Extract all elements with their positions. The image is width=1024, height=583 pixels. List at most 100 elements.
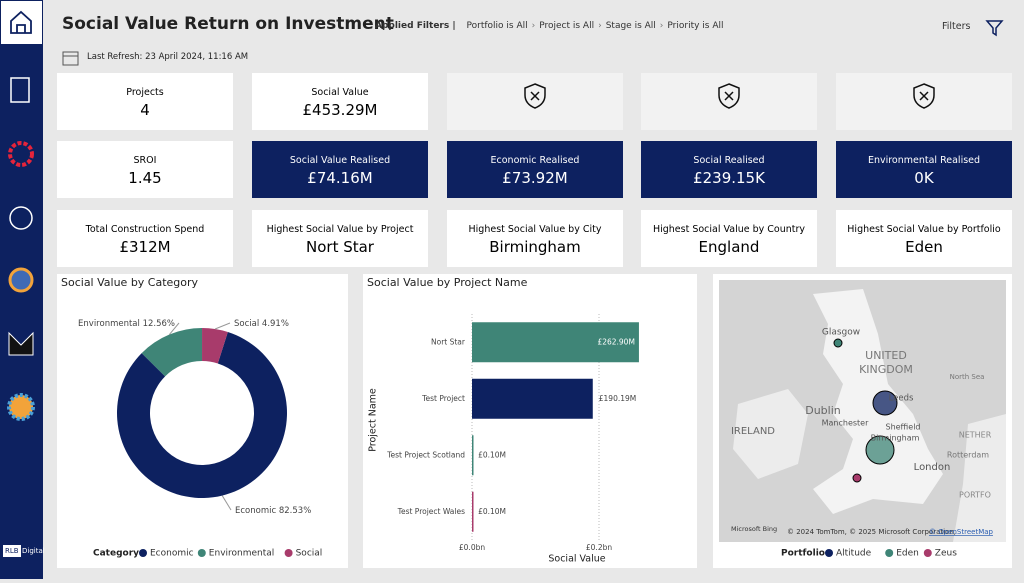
bar <box>472 378 593 419</box>
brand-text: Digital <box>22 547 45 555</box>
kpi-label: SROI <box>133 155 157 166</box>
last-refresh: Last Refresh: 23 April 2024, 11:16 AM <box>87 52 249 62</box>
filter-item: Stage is All <box>605 21 656 31</box>
slice-category: Economic <box>235 506 279 516</box>
filters-button[interactable]: Filters <box>942 21 971 32</box>
kpi-value: £74.16M <box>307 169 373 187</box>
map-bubble[interactable] <box>865 435 895 465</box>
map-label: IRELAND <box>731 426 775 437</box>
flower-icon[interactable] <box>7 393 35 421</box>
map-attribution: Microsoft Bing <box>731 525 777 533</box>
map-label: Birmingham <box>871 434 920 443</box>
bar <box>472 435 474 476</box>
action-card[interactable] <box>641 73 817 130</box>
leader-line <box>214 322 231 330</box>
kpi-card: Social Value £453.29M <box>252 73 428 130</box>
building-icon[interactable] <box>10 77 30 103</box>
kpi-value: £239.15K <box>693 169 765 187</box>
y-axis-label: Project Name <box>368 388 379 452</box>
kpi-value: 0K <box>914 169 934 187</box>
shield-icon <box>913 83 935 109</box>
chart-title: Social Value by Project Name <box>367 276 528 289</box>
filter-icon[interactable] <box>985 18 1005 38</box>
kpi-value: £73.92M <box>502 169 568 187</box>
filter-item: Priority is All <box>667 21 724 31</box>
map-land <box>733 389 808 479</box>
y-tick-label: Test Project Scotland <box>386 450 465 459</box>
kpi-label: Highest Social Value by Country <box>652 224 806 235</box>
home-button[interactable] <box>1 1 42 44</box>
map-bubble[interactable] <box>852 473 862 483</box>
kpi-label: Projects <box>126 87 164 98</box>
leader-line <box>221 495 232 511</box>
map-label: North Sea <box>950 373 985 381</box>
legend-swatch <box>885 549 894 557</box>
map-label: Dublin <box>805 404 841 417</box>
legend-label: Zeus <box>935 549 957 559</box>
y-tick-label: Test Project <box>421 394 465 403</box>
kpi-label: Social Value <box>311 87 369 98</box>
crest-icon[interactable] <box>9 206 33 230</box>
kpi-card: Environmental Realised 0K <box>836 141 1012 198</box>
donut-slice <box>141 328 203 377</box>
map-label: Leeds <box>889 394 914 404</box>
value-label: £0.10M <box>478 450 506 459</box>
map-bubble[interactable] <box>833 338 843 348</box>
bar <box>472 491 474 532</box>
slice-label: Environmental 12.56% <box>78 319 175 329</box>
map-label: KINGDOM <box>859 363 913 376</box>
legend-title: Category <box>93 549 139 559</box>
filter-separator: › <box>531 21 536 31</box>
kpi-card: Social Value Realised £74.16M <box>252 141 428 198</box>
legend-label: Environmental <box>209 549 274 559</box>
kpi-label: Highest Social Value by Portfolio <box>847 224 1001 235</box>
legend-swatch <box>139 549 147 557</box>
leader-line <box>168 322 180 335</box>
calendar-icon <box>62 51 79 66</box>
map-bubble[interactable] <box>872 390 898 416</box>
slice-value: 82.53% <box>279 506 311 516</box>
applied-filters: Applied Filters | Portfolio is All › Proje… <box>375 21 724 31</box>
sidebar-icons <box>1 1 42 421</box>
kpi-card: Highest Social Value by Country England <box>641 210 817 267</box>
sdg-icon[interactable] <box>8 141 34 167</box>
legend-title: Portfolio <box>781 549 825 559</box>
kpi-value: 4 <box>140 101 150 119</box>
legend-swatch <box>825 549 833 557</box>
legend-label: Eden <box>896 549 919 559</box>
kpi-label: Highest Social Value by City <box>468 224 602 235</box>
action-card[interactable] <box>836 73 1012 130</box>
value-label: £262.90M <box>597 337 635 346</box>
kpi-label: Economic Realised <box>490 155 580 166</box>
action-card[interactable] <box>447 73 623 130</box>
legend-swatch <box>923 549 932 557</box>
wheel-icon[interactable] <box>8 267 34 293</box>
kpi-value: 1.45 <box>128 169 162 187</box>
kpi-card: Projects 4 <box>57 73 233 130</box>
map-label: Sheffield <box>885 423 920 432</box>
map-attribution: © OpenStreetMap <box>929 528 994 536</box>
shield-icon <box>524 83 546 109</box>
slice-label: Social 4.91% <box>234 319 289 329</box>
brand-box: RLB <box>3 545 21 557</box>
donut-panel: Social Value by Category Economic 82.53% E… <box>57 274 348 568</box>
filter-separator: › <box>598 21 602 31</box>
slice-value: 4.91% <box>262 319 289 329</box>
filter-item: Portfolio is All <box>466 21 528 31</box>
chart-title: Social Value by Category <box>61 276 199 289</box>
y-tick-label: Test Project Wales <box>397 507 465 516</box>
kpi-value: England <box>698 238 760 256</box>
filter-separator: › <box>659 21 664 31</box>
map-attribution: © 2024 TomTom, © 2025 Microsoft Corporat… <box>787 528 956 536</box>
bar <box>472 322 639 363</box>
bar-chart: Social Value by Project Name £0.0bn £0.2bn… <box>367 276 639 565</box>
chevron-icon[interactable] <box>8 331 34 356</box>
legend-swatch <box>197 549 206 557</box>
slice-value: 12.56% <box>143 319 175 329</box>
filter-item: Project is All <box>539 21 595 31</box>
kpi-label: Social Realised <box>693 155 765 166</box>
kpi-label: Highest Social Value by Project <box>266 224 414 235</box>
map-label: PORTFO <box>959 491 991 500</box>
slice-label: Economic 82.53% <box>235 506 311 516</box>
